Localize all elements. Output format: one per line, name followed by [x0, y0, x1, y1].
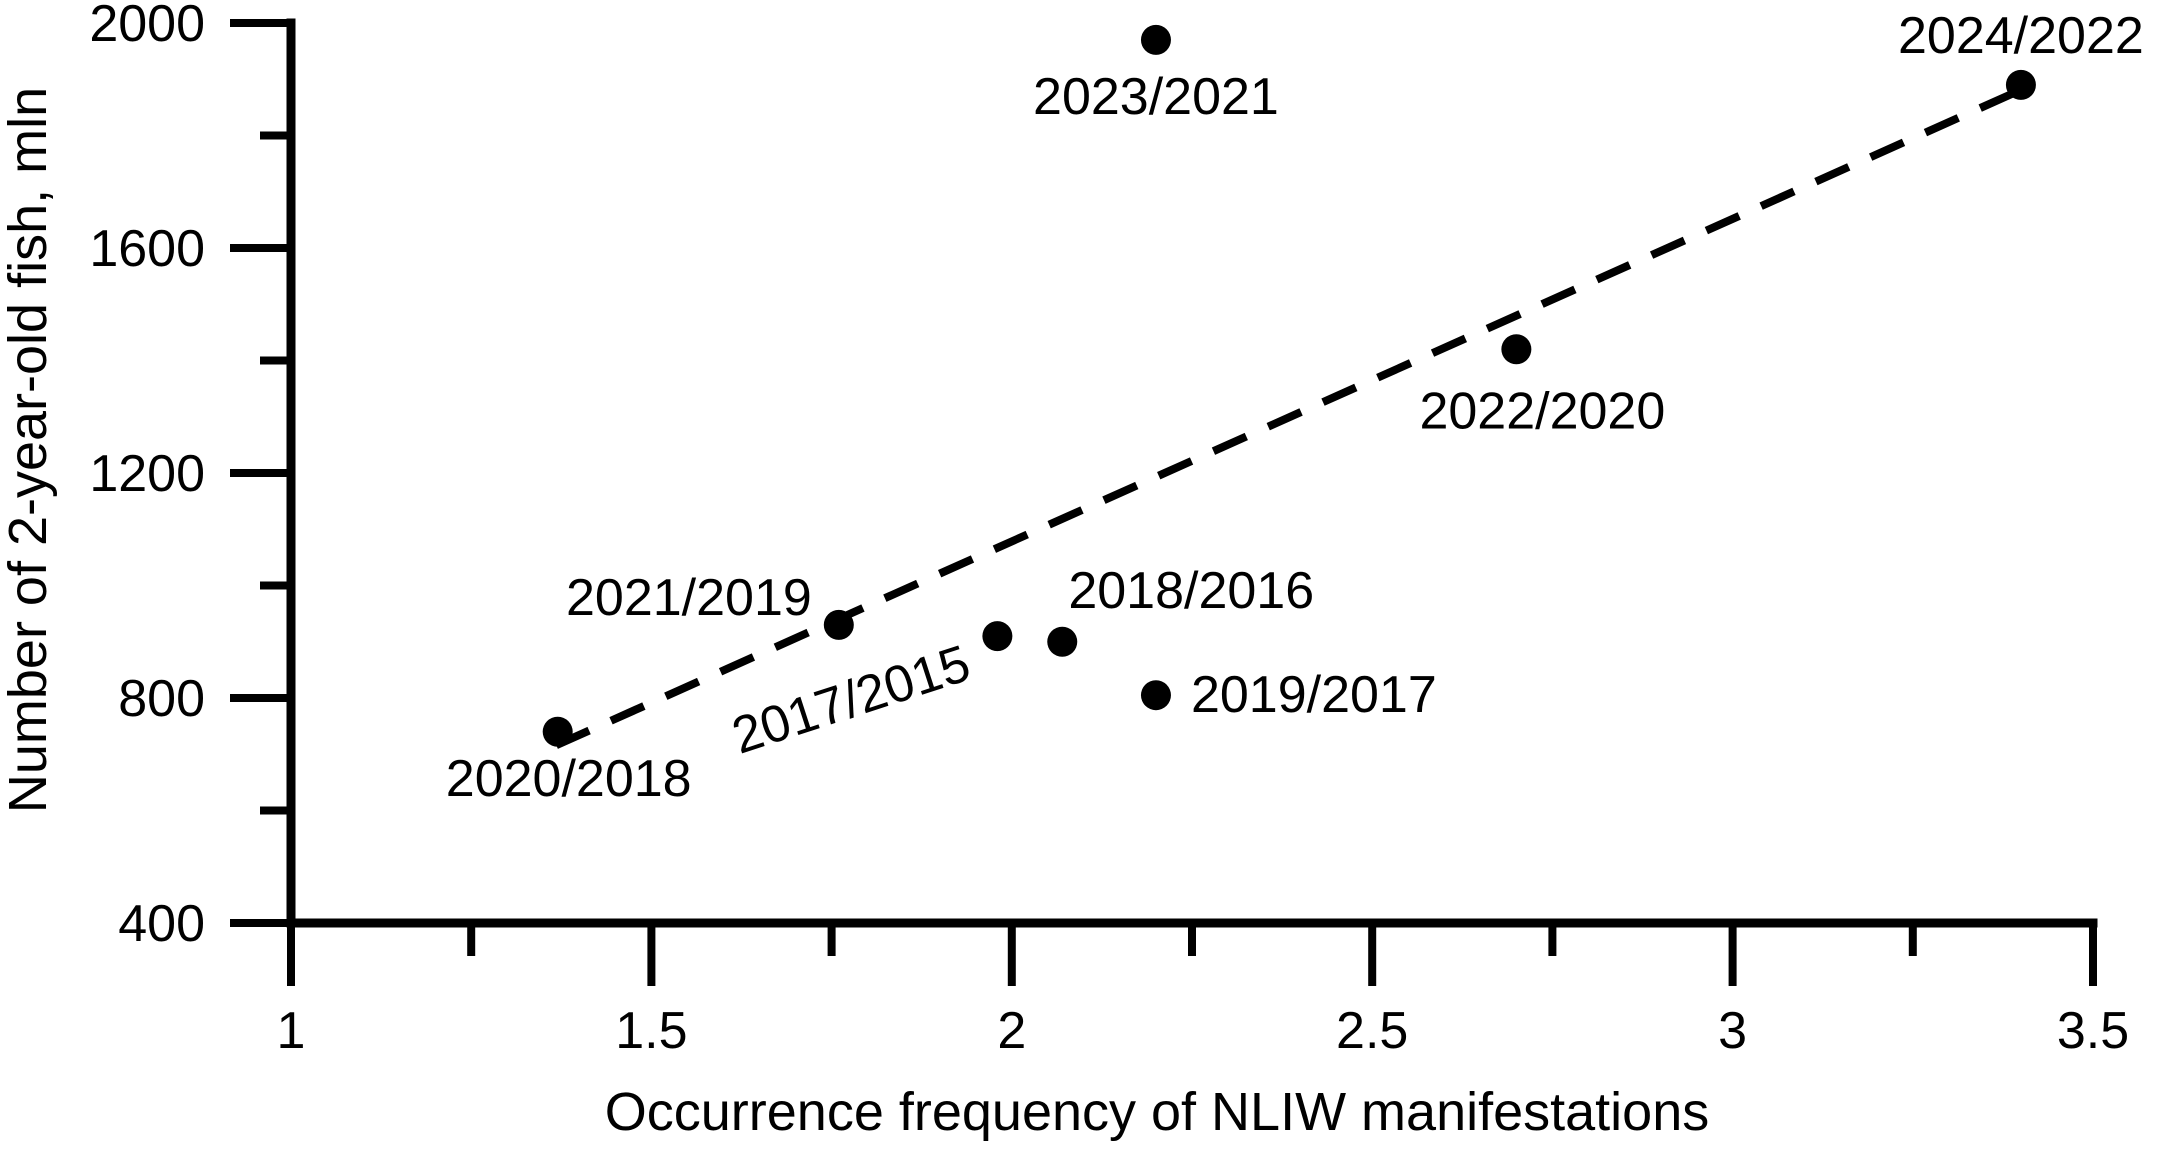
y-axis-title: Number of 2-year-old fish, mln: [0, 87, 58, 813]
data-point: [2005, 69, 2036, 100]
trend-line-layer: [554, 84, 2027, 749]
y-tick-label: 400: [118, 895, 205, 953]
data-point: [1140, 680, 1171, 711]
y-tick-label: 1600: [89, 220, 205, 278]
x-tick-label: 3: [1718, 1002, 1747, 1060]
data-point: [542, 716, 573, 747]
data-point-label: 2023/2021: [1033, 68, 1279, 126]
data-point-label: 2019/2017: [1191, 666, 1437, 724]
y-tick-label: 2000: [89, 0, 205, 53]
data-point-label: 2024/2022: [1898, 7, 2144, 65]
trend-dashed-line: [554, 84, 2027, 749]
data-point: [1047, 626, 1078, 657]
data-point-label: 2018/2016: [1068, 562, 1314, 620]
data-point: [982, 621, 1013, 652]
y-tick-label: 800: [118, 670, 205, 728]
data-point-label: 2021/2019: [566, 569, 812, 627]
data-point: [1140, 24, 1171, 55]
point-labels-layer: 2020/2018 2021/2019 2017/2015 2018/2016 2019…: [446, 7, 2144, 808]
axes-layer: 1 1.5 2 2.5 3 3.5 400 800 1200 1600 2000: [89, 0, 2129, 1060]
data-points-layer: [542, 24, 2036, 747]
x-tick-label: 2: [997, 1002, 1026, 1060]
data-point: [823, 609, 854, 640]
x-tick-label: 1.5: [615, 1002, 687, 1060]
data-point-label: 2017/2015: [725, 634, 977, 765]
x-tick-label: 1: [277, 1002, 306, 1060]
x-axis-title: Occurrence frequency of NLIW manifestati…: [605, 1082, 1709, 1142]
x-tick-label: 3.5: [2057, 1002, 2129, 1060]
data-point: [1501, 334, 1532, 365]
y-tick-label: 1200: [89, 445, 205, 503]
data-point-label: 2022/2020: [1419, 382, 1665, 440]
data-point-label: 2020/2018: [446, 750, 692, 808]
x-tick-label: 2.5: [1336, 1002, 1408, 1060]
